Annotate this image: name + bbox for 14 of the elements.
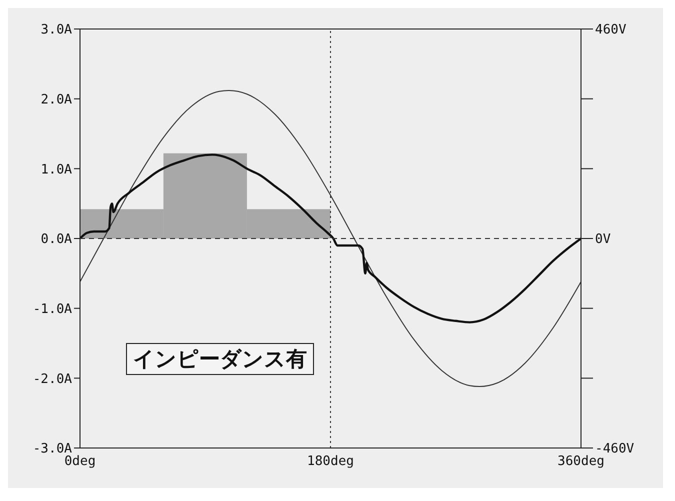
y-tick-label: -2.0A	[32, 372, 72, 387]
line-series	[80, 154, 581, 324]
y-tick-label: 1.0A	[40, 162, 72, 178]
y-tick-label: 2.0A	[40, 92, 72, 108]
x-tick-label: 0deg	[64, 454, 96, 470]
y-tick-label: 0.0A	[40, 232, 72, 248]
x-tick-label: 180deg	[307, 454, 354, 470]
y-tick-label: 3.0A	[40, 22, 72, 38]
y2-tick-label: 0V	[595, 232, 611, 248]
y2-tick-label: 460V	[595, 22, 626, 38]
annotation: インピーダンス有	[126, 343, 314, 375]
y-tick-label: -1.0A	[32, 302, 72, 317]
x-tick-label: 360deg	[558, 454, 604, 470]
y2-tick-label: -460V	[595, 442, 634, 457]
